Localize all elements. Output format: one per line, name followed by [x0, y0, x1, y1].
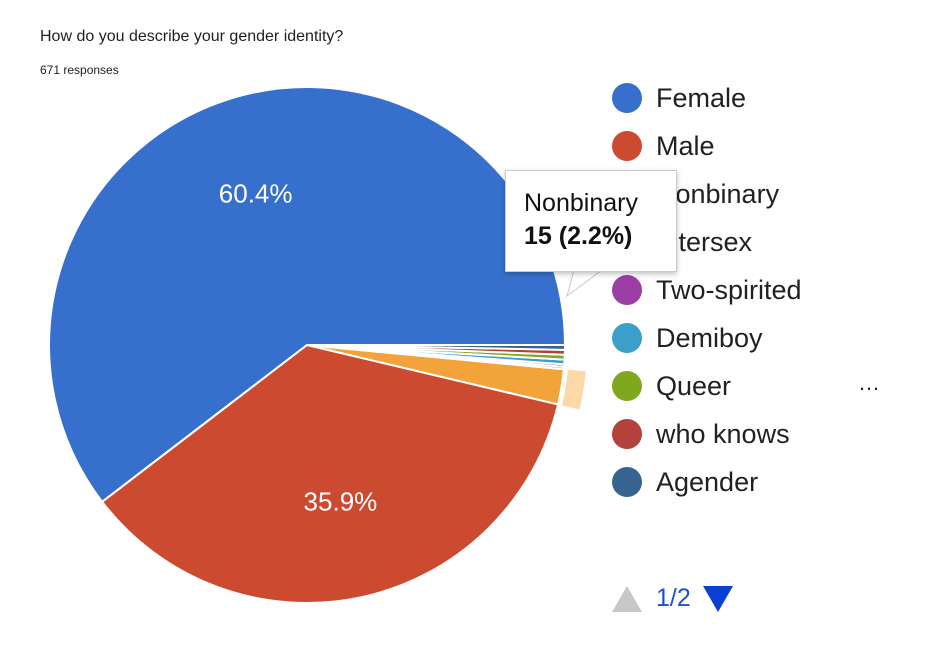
legend-swatch-who-knows: [612, 419, 642, 449]
pager-next-icon[interactable]: [702, 585, 733, 612]
legend-item-two-spirited[interactable]: Two-spirited: [612, 266, 802, 314]
legend-label-queer: Queer: [656, 370, 732, 401]
pie-slice-highlight-nonbinary: [561, 369, 586, 410]
legend-pager: 1/2: [612, 584, 733, 613]
pie-slice-male[interactable]: [100, 343, 560, 604]
more-options-icon[interactable]: …: [858, 370, 881, 395]
chart-legend: Female Male Nonbinary Intersex Two-spiri…: [612, 74, 802, 506]
question-title: How do you describe your gender identity…: [40, 28, 344, 45]
legend-swatch-demiboy: [612, 323, 642, 353]
legend-label-agender: Agender: [656, 466, 759, 497]
legend-swatch-female: [612, 83, 642, 113]
legend-swatch-male: [612, 131, 642, 161]
responses-count: 671 responses: [40, 63, 119, 77]
legend-item-demiboy[interactable]: Demiboy: [612, 314, 802, 362]
tooltip-value: 15 (2.2%): [524, 222, 633, 250]
legend-item-female[interactable]: Female: [612, 74, 802, 122]
legend-swatch-two-spirited: [612, 275, 642, 305]
pie-slice-agender[interactable]: [306, 344, 567, 351]
legend-swatch-queer: [612, 371, 642, 401]
slice-label-male: 35.9%: [304, 486, 378, 516]
pager-label: 1/2: [656, 584, 691, 612]
tooltip-category: Nonbinary: [524, 189, 638, 217]
legend-item-queer[interactable]: Queer: [612, 362, 802, 410]
pager-prev-icon[interactable]: [612, 585, 642, 612]
legend-label-two-spirited: Two-spirited: [656, 274, 802, 305]
legend-item-agender[interactable]: Agender: [612, 458, 802, 506]
legend-item-who-knows[interactable]: who knows: [612, 410, 802, 458]
tooltip-pointer: [566, 269, 603, 298]
legend-label-who-knows: who knows: [656, 418, 790, 449]
legend-item-male[interactable]: Male: [612, 122, 802, 170]
legend-label-male: Male: [656, 130, 715, 161]
legend-label-demiboy: Demiboy: [656, 322, 763, 353]
legend-swatch-agender: [612, 467, 642, 497]
slice-tooltip: Nonbinary 15 (2.2%): [505, 170, 677, 272]
legend-label-female: Female: [656, 82, 747, 113]
slice-label-female: 60.4%: [219, 179, 293, 209]
